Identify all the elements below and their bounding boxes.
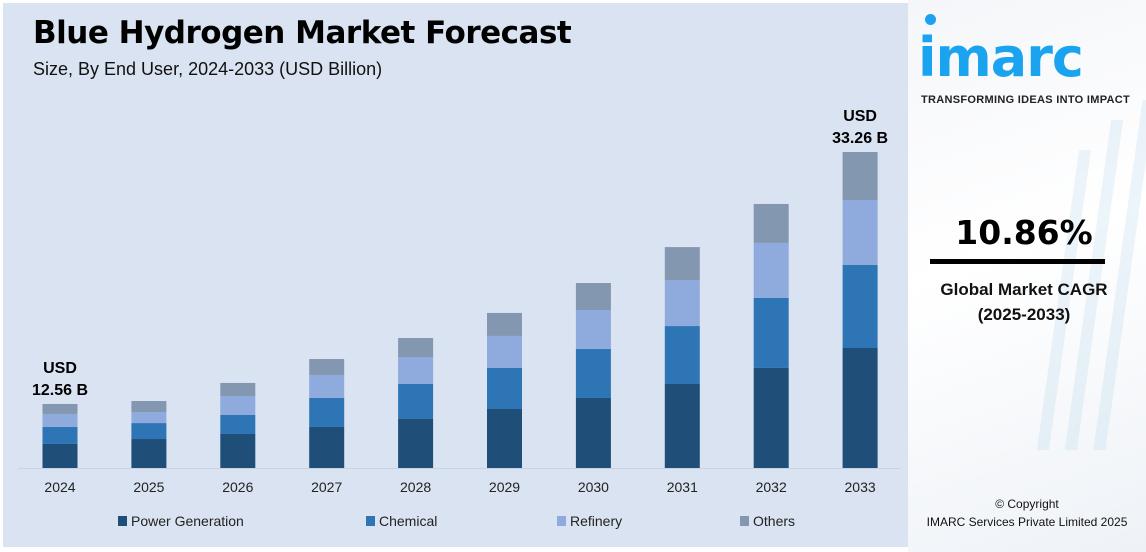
x-tick-label: 2031 (667, 479, 698, 495)
legend-label: Chemical (379, 513, 438, 529)
legend-item-power-generation: Power Generation (118, 512, 244, 530)
value-label-amount: 33.26 B (832, 130, 888, 147)
x-tick-label: 2026 (222, 479, 253, 495)
cagr-period: (2025-2033) (977, 305, 1071, 324)
bar-segment-chemical-2031 (664, 326, 700, 385)
bar-segment-power-generation-2033 (842, 348, 878, 468)
bar-segment-others-2030 (575, 283, 611, 310)
bar-segment-others-2033 (842, 152, 878, 200)
bar-segment-chemical-2032 (753, 297, 789, 368)
legend-swatch (366, 516, 375, 526)
bar-segment-refinery-2025 (131, 412, 167, 424)
bar-segment-refinery-2032 (753, 242, 789, 298)
value-label-amount: 12.56 B (32, 382, 88, 399)
bar-segment-others-2024 (42, 403, 78, 414)
bar-segment-chemical-2026 (220, 414, 256, 434)
value-label-currency: USD (43, 360, 77, 377)
legend-label: Refinery (570, 513, 623, 529)
bar-segment-refinery-2027 (309, 374, 345, 398)
cagr-value: 10.86% (955, 213, 1093, 252)
bar-segment-others-2032 (753, 203, 789, 243)
bar-segment-power-generation-2030 (575, 397, 611, 468)
bar-segment-power-generation-2024 (42, 443, 78, 468)
legend-item-refinery: Refinery (557, 512, 622, 530)
cagr-label-text: Global Market CAGR (940, 280, 1108, 299)
legend-swatch (740, 516, 749, 526)
x-tick-label: 2030 (578, 479, 609, 495)
bar-segment-others-2031 (664, 247, 700, 281)
legend-label: Power Generation (131, 513, 244, 529)
legend-label: Others (753, 513, 796, 529)
bar-segment-power-generation-2028 (398, 418, 434, 468)
bar-segment-others-2027 (309, 359, 345, 375)
bar-segment-chemical-2029 (487, 367, 522, 409)
bar-segment-refinery-2024 (42, 413, 78, 427)
bar-segment-power-generation-2026 (220, 433, 256, 468)
bar-segment-refinery-2033 (842, 199, 878, 265)
side-panel: imarc TRANSFORMING IDEAS INTO IMPACT 10.… (908, 0, 1146, 552)
stacked-bar-chart: 2024 USD 12.56 B 2025 2026 2027 2028 2029 2030 20… (18, 108, 900, 495)
legend-swatch (118, 516, 127, 526)
bar-segment-power-generation-2032 (753, 367, 789, 468)
bar-segment-refinery-2031 (664, 280, 700, 327)
chart-subtitle: Size, By End User, 2024-2033 (USD Billio… (33, 59, 383, 79)
bar-segment-others-2028 (398, 338, 434, 358)
bar-segment-chemical-2027 (309, 397, 345, 427)
bar-segment-others-2026 (220, 382, 256, 396)
bar-segment-refinery-2026 (220, 395, 256, 415)
bar-segment-chemical-2033 (842, 264, 878, 349)
x-tick-label: 2027 (311, 479, 342, 495)
bar-segment-power-generation-2027 (309, 426, 345, 468)
imarc-logo: imarc (918, 26, 1084, 89)
value-label-currency: USD (843, 108, 877, 125)
bar-segment-power-generation-2029 (487, 408, 522, 468)
bar-segment-others-2029 (487, 312, 522, 336)
bar-segment-chemical-2024 (42, 426, 78, 444)
copyright-line: © Copyright (995, 497, 1059, 511)
x-tick-label: 2024 (44, 479, 75, 495)
bar-segment-chemical-2030 (575, 348, 611, 398)
bar-segment-power-generation-2031 (664, 384, 700, 468)
bar-segment-power-generation-2025 (131, 439, 167, 468)
cagr-label: Global Market CAGR (2025-2033) (908, 277, 1140, 327)
bar-segment-refinery-2028 (398, 357, 434, 385)
tagline: TRANSFORMING IDEAS INTO IMPACT (921, 94, 1131, 106)
divider (930, 259, 1105, 264)
bar-segment-others-2025 (131, 401, 167, 413)
legend-item-chemical: Chemical (366, 512, 437, 530)
bar-segment-refinery-2029 (487, 335, 522, 368)
bar-segment-refinery-2030 (575, 310, 611, 349)
copyright: © Copyright IMARC Services Private Limit… (908, 495, 1146, 531)
x-tick-label: 2029 (489, 479, 520, 495)
bar-segment-chemical-2025 (131, 423, 167, 440)
logo-dot (925, 14, 936, 25)
x-tick-label: 2028 (400, 479, 431, 495)
chart-title: Blue Hydrogen Market Forecast (33, 15, 572, 51)
legend-item-others: Others (740, 512, 795, 530)
bar-segment-chemical-2028 (398, 384, 434, 419)
legend-swatch (557, 516, 566, 526)
x-tick-label: 2033 (845, 479, 876, 495)
x-tick-label: 2032 (756, 479, 787, 495)
copyright-company: IMARC Services Private Limited 2025 (926, 515, 1128, 529)
x-tick-label: 2025 (133, 479, 164, 495)
